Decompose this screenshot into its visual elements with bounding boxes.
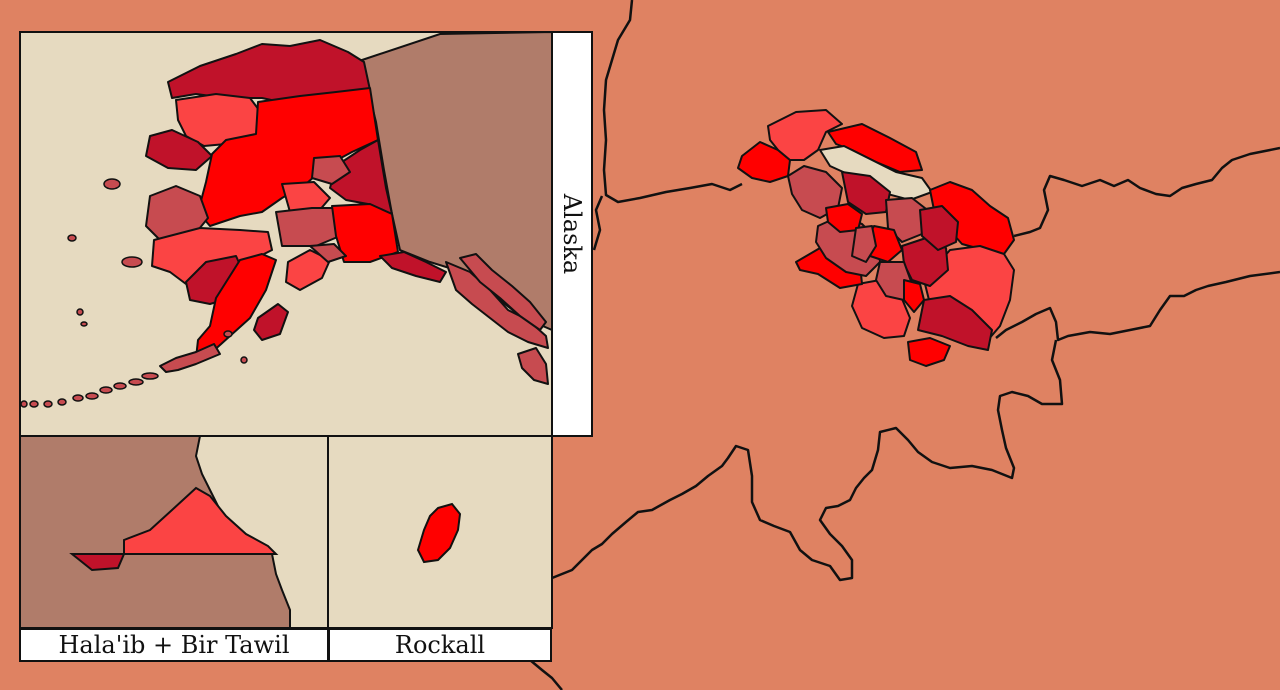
alaska-regions bbox=[145, 39, 549, 385]
ak-central-1 bbox=[281, 181, 331, 213]
ak-seward bbox=[145, 129, 213, 171]
region-south bbox=[907, 337, 951, 367]
halaib-inset bbox=[19, 435, 329, 629]
ak-central-2 bbox=[275, 207, 341, 247]
central-country bbox=[737, 109, 1015, 367]
ak-kodiak bbox=[253, 303, 289, 341]
alaska-label-box: Alaska bbox=[551, 31, 593, 437]
region-center-8 bbox=[919, 205, 959, 251]
halaib-label: Hala'ib + Bir Tawil bbox=[58, 631, 290, 659]
ak-panhandle-4 bbox=[517, 347, 549, 385]
rockall-label: Rockall bbox=[394, 631, 486, 659]
aleutian-islands bbox=[20, 178, 248, 408]
ak-kenai bbox=[285, 249, 331, 291]
rockall-island bbox=[416, 502, 462, 564]
region-south-east bbox=[917, 295, 993, 351]
ak-anchorage bbox=[309, 243, 347, 263]
ak-interior bbox=[197, 87, 379, 227]
region-center-7 bbox=[903, 279, 925, 313]
ak-panhandle-3 bbox=[459, 253, 547, 331]
ak-panhandle-1 bbox=[379, 251, 447, 283]
ak-bristol bbox=[195, 253, 277, 359]
region-north bbox=[767, 109, 843, 161]
ak-chain bbox=[159, 343, 221, 373]
bir-tawil bbox=[69, 553, 126, 572]
river-lines bbox=[529, 0, 1280, 690]
alaska-label: Alaska bbox=[558, 193, 587, 275]
ak-fairbanks bbox=[311, 155, 351, 185]
alaska-inset bbox=[19, 30, 553, 437]
halaib-triangle bbox=[123, 486, 279, 555]
rockall-label-box: Rockall bbox=[328, 628, 552, 662]
halaib-label-box: Hala'ib + Bir Tawil bbox=[19, 628, 329, 662]
rockall-inset bbox=[327, 435, 553, 629]
region-center-9 bbox=[851, 225, 877, 263]
